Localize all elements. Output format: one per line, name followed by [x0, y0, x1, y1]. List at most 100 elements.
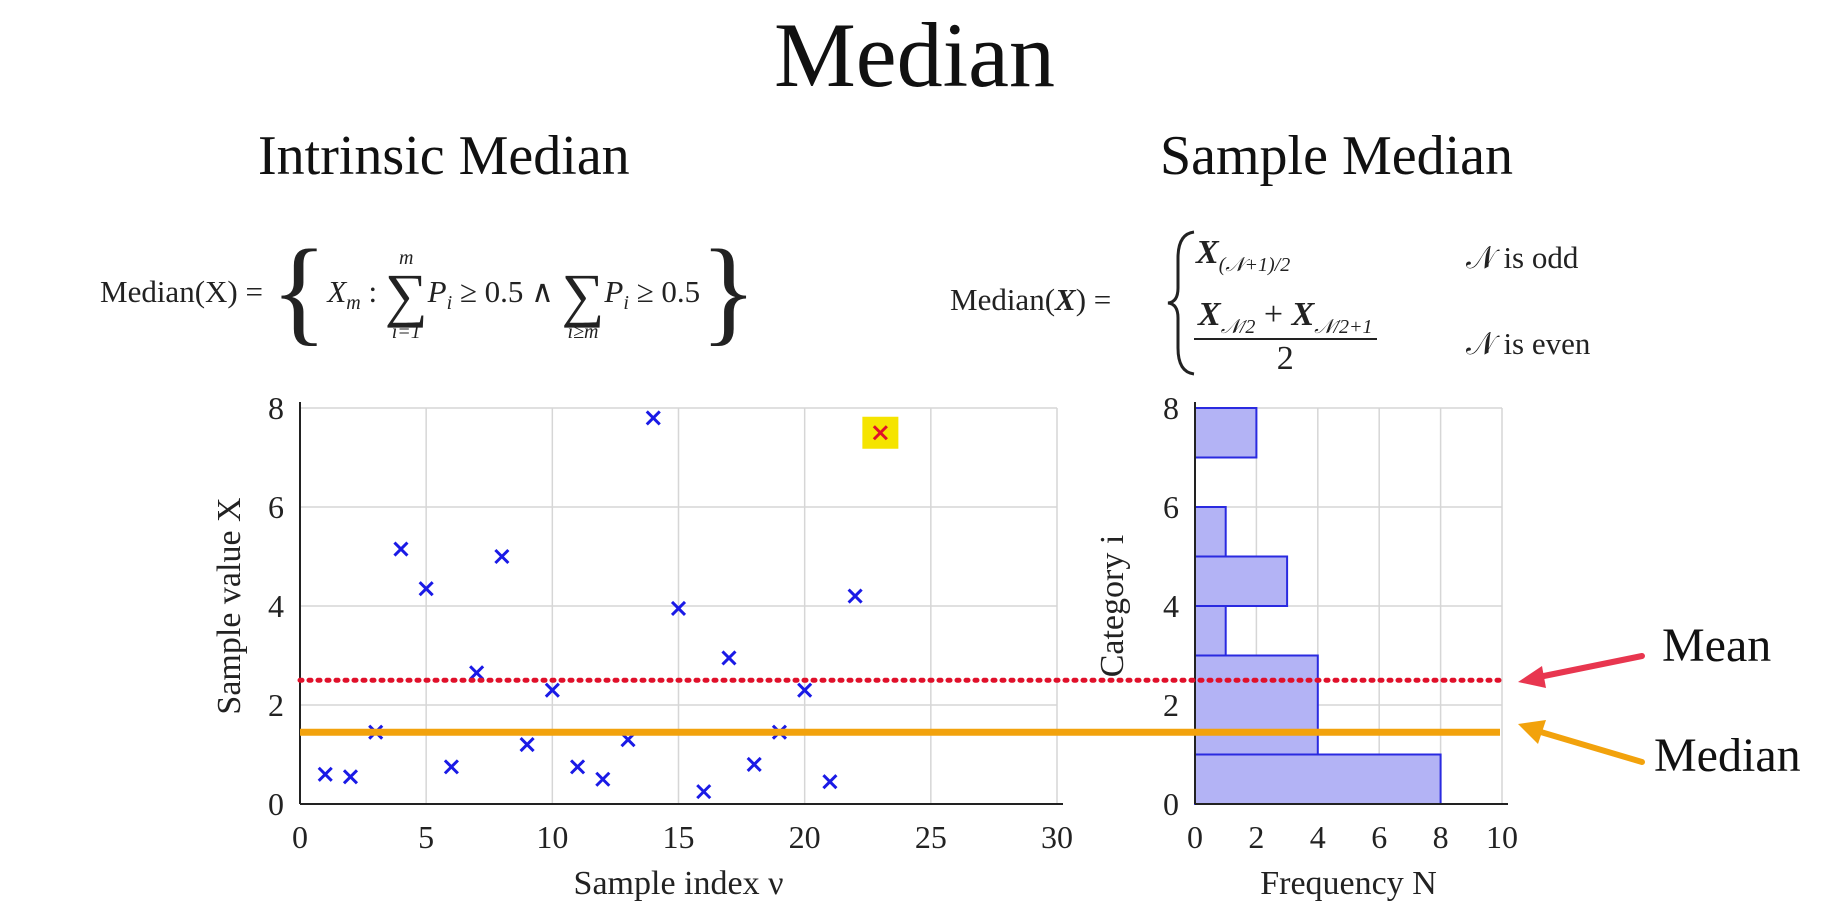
intrinsic-median-heading: Intrinsic Median [258, 125, 630, 187]
mean-label: Mean [1662, 619, 1772, 672]
hist-y-tick-label: 0 [1163, 786, 1179, 822]
scatter-point [544, 682, 560, 698]
point-stroke-b [393, 541, 409, 557]
hist-bar [1194, 407, 1258, 459]
formula-close-brace: } [700, 225, 757, 356]
sum1-lower: i=1 [391, 320, 421, 343]
scatter-point [822, 774, 838, 790]
median-label: Median [1654, 729, 1801, 782]
hist-x-tick-label: 6 [1371, 819, 1387, 855]
highlighted-point [872, 425, 888, 441]
point-stroke-b [721, 650, 737, 666]
point-stroke-b [317, 766, 333, 782]
formula-xm: X [327, 274, 347, 309]
point-stroke-b [443, 759, 459, 775]
mean-arrow-icon [1518, 653, 1645, 688]
case1-var: X [1196, 234, 1219, 271]
scatter-point [696, 784, 712, 800]
scatter-y-tick-label: 4 [268, 588, 284, 624]
point-stroke-b [544, 682, 560, 698]
point-stroke-b [847, 588, 863, 604]
formula-xm-sub: m [346, 292, 361, 315]
sum2-lower: i≥m [567, 320, 599, 343]
cmp1: ≥ 0.5 ∧ [452, 274, 554, 309]
point-stroke-b [670, 600, 687, 617]
case1-sub: (𝒩+1)/2 [1218, 253, 1291, 276]
hist-x-axis-label: Frequency N [1260, 865, 1437, 902]
scatter-x-tick-label: 20 [789, 819, 821, 855]
scatter-point [797, 682, 813, 698]
scatter-x-tick-label: 30 [1041, 819, 1073, 855]
hist-y-tick-label: 6 [1163, 489, 1179, 525]
hist-bar [1194, 555, 1289, 607]
median-arrow-icon [1518, 720, 1645, 765]
case2-den: 2 [1276, 339, 1294, 377]
scatter-chart: 0 5 10 15 20 25 30 0 2 4 6 8 Sample index ν Sample va… [211, 390, 1073, 902]
scatter-point [645, 410, 661, 426]
hist-y-tick-label: 8 [1163, 390, 1179, 426]
scatter-y-tick-label: 2 [268, 687, 284, 723]
slide-title: Median [773, 4, 1056, 106]
scatter-y-tick-label: 6 [268, 489, 284, 525]
point-stroke-b [570, 759, 586, 775]
point-stroke-b [696, 784, 712, 800]
case2-num-a: X [1198, 296, 1221, 333]
hist-x-tick-label: 2 [1248, 819, 1264, 855]
sample-median-heading: Sample Median [1160, 125, 1514, 187]
intrinsic-median-formula: Median(X) = {Xm : m ∑ i=1 Pi ≥ 0.5 ∧ ∑ i… [100, 232, 757, 350]
scatter-point [443, 759, 459, 775]
formula-lhs: Median(X) = [100, 274, 263, 309]
point-stroke-b [872, 425, 888, 441]
scatter-x-axis-label: Sample index ν [574, 865, 784, 902]
scatter-point [746, 756, 762, 772]
point-stroke-b [746, 756, 762, 772]
hist-x-tick-label: 8 [1433, 819, 1449, 855]
annotation-arrows [1518, 653, 1645, 765]
hist-bar [1194, 654, 1319, 756]
cmp2: ≥ 0.5 [628, 274, 701, 309]
scatter-x-tick-label: 5 [418, 819, 434, 855]
term1: P [427, 274, 447, 309]
sigma-1-icon: ∑ [384, 261, 428, 328]
sum-1: m ∑ i=1 [385, 248, 428, 342]
scatter-point [847, 588, 863, 604]
point-stroke-b [494, 548, 510, 565]
hist-x-tick-label: 10 [1486, 819, 1518, 855]
scatter-x-tick-label: 10 [536, 819, 568, 855]
point-stroke-b [645, 410, 661, 426]
scatter-y-tick-label: 0 [268, 786, 284, 822]
scatter-y-tick-label: 8 [268, 390, 284, 426]
sample-lhs: Median( [950, 282, 1056, 317]
case2-num-b: X [1291, 296, 1315, 333]
sample-median-formula-lhs: Median(X) = [950, 284, 1111, 315]
scatter-x-tick-label: 15 [663, 819, 695, 855]
hist-y-axis-label: Category i [1094, 535, 1131, 678]
point-stroke-b [418, 581, 434, 597]
hist-y-tick-label: 2 [1163, 687, 1179, 723]
reference-lines [297, 677, 1503, 736]
hist-bar [1194, 753, 1442, 805]
hist-bar [1194, 605, 1227, 657]
sample-lhs-var: X [1055, 282, 1076, 317]
scatter-point [721, 650, 737, 666]
hist-x-tick-label: 0 [1187, 819, 1203, 855]
hist-y-tick-label: 4 [1163, 588, 1179, 624]
sample-case-2: X𝒩/2 + X𝒩/2+1 2 [1194, 296, 1377, 377]
point-stroke-b [519, 737, 535, 753]
case2-condition: 𝒩 is even [1466, 326, 1591, 361]
histogram-chart: 0 2 4 6 8 10 0 2 4 6 8 Frequency N Category i [1094, 390, 1518, 902]
scatter-x-tick-label: 0 [292, 819, 308, 855]
case2-plus: + [1255, 296, 1292, 333]
sample-case-1: X(𝒩+1)/2 [1196, 236, 1290, 275]
hist-x-tick-label: 4 [1310, 819, 1326, 855]
point-stroke-b [469, 665, 485, 681]
case1-condition: 𝒩 is odd [1466, 240, 1579, 275]
scatter-point [595, 771, 611, 787]
hist-bar [1194, 506, 1227, 558]
point-stroke-b [342, 769, 359, 785]
point-stroke-b [595, 771, 611, 787]
term2: P [604, 274, 624, 309]
scatter-point [317, 766, 333, 782]
sum-2: ∑ i≥m [562, 248, 605, 342]
